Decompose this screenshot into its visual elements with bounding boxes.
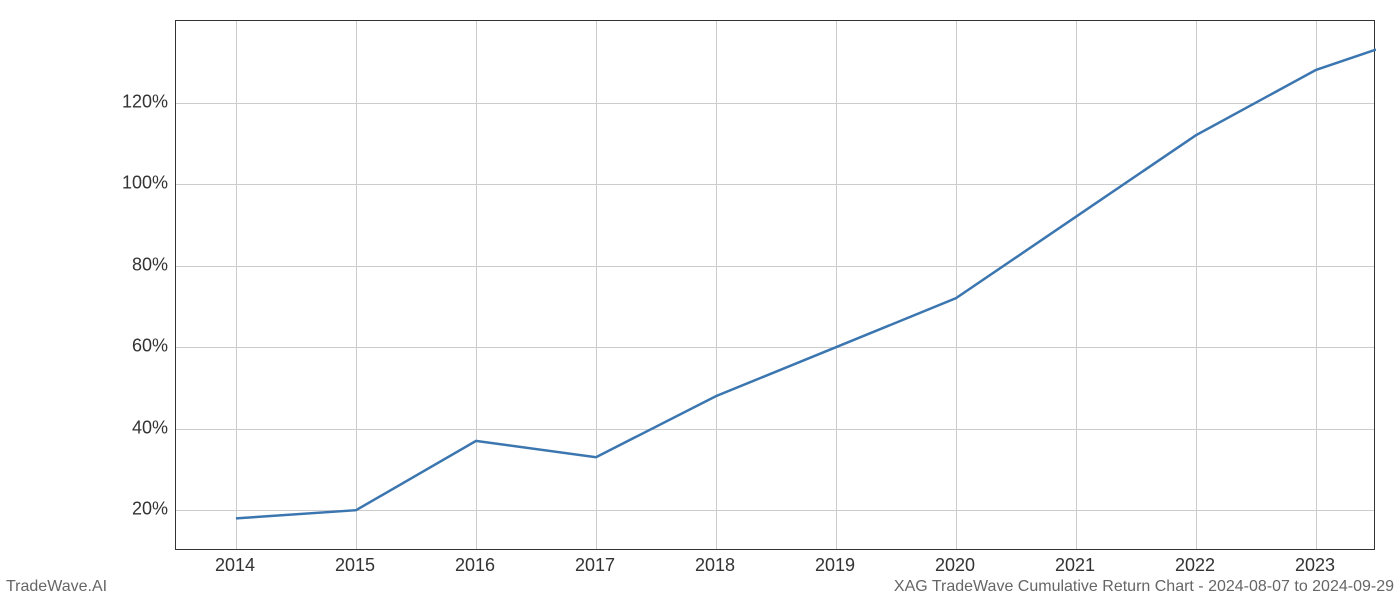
x-tick-label: 2022 (1175, 555, 1215, 576)
y-tick-label: 80% (132, 254, 168, 275)
grid-line-v (1196, 21, 1197, 549)
x-tick-label: 2015 (335, 555, 375, 576)
x-tick-label: 2016 (455, 555, 495, 576)
y-tick-label: 40% (132, 417, 168, 438)
grid-line-v (1076, 21, 1077, 549)
x-tick-label: 2019 (815, 555, 855, 576)
x-tick-label: 2017 (575, 555, 615, 576)
y-tick-label: 100% (122, 173, 168, 194)
chart-container (175, 20, 1375, 550)
grid-line-v (476, 21, 477, 549)
y-tick-label: 20% (132, 499, 168, 520)
y-tick-label: 60% (132, 336, 168, 357)
grid-line-v (1316, 21, 1317, 549)
grid-line-v (596, 21, 597, 549)
grid-line-v (836, 21, 837, 549)
x-tick-label: 2014 (215, 555, 255, 576)
grid-line-v (716, 21, 717, 549)
plot-area (175, 20, 1375, 550)
grid-line-v (356, 21, 357, 549)
x-tick-label: 2018 (695, 555, 735, 576)
y-tick-label: 120% (122, 91, 168, 112)
return-line (236, 50, 1376, 519)
x-tick-label: 2023 (1295, 555, 1335, 576)
x-tick-label: 2020 (935, 555, 975, 576)
x-tick-label: 2021 (1055, 555, 1095, 576)
footer-right: XAG TradeWave Cumulative Return Chart - … (894, 578, 1394, 596)
grid-line-v (236, 21, 237, 549)
grid-line-v (956, 21, 957, 549)
footer-left: TradeWave.AI (6, 578, 107, 596)
